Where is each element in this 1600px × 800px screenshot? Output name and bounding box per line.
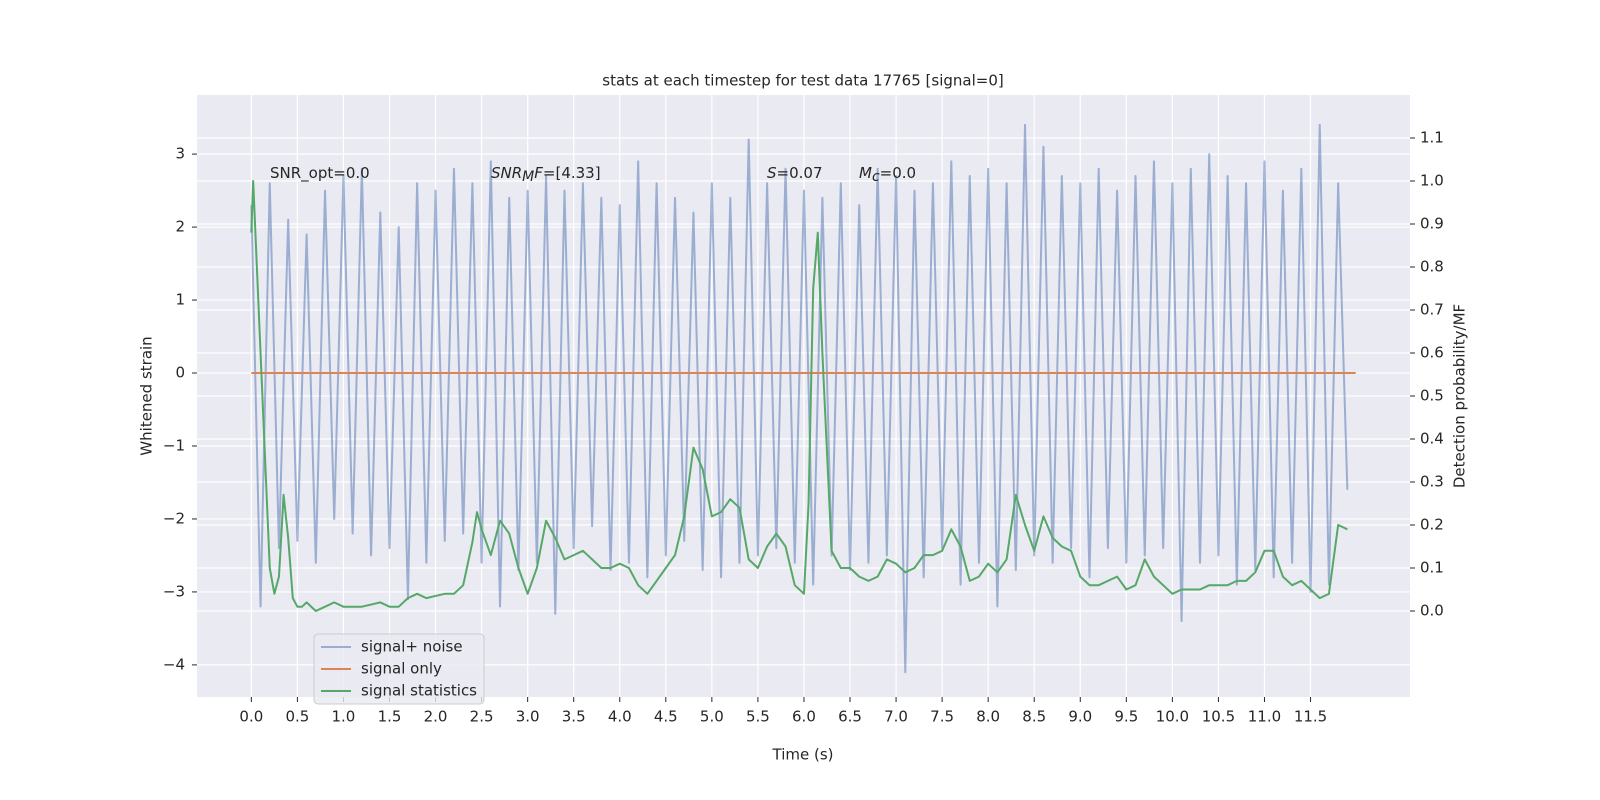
x-tick-label: 11.0 — [1248, 708, 1281, 726]
x-tick-label: 9.0 — [1068, 708, 1092, 726]
x-tick-label: 10.0 — [1156, 708, 1189, 726]
x-tick-label: 3.5 — [562, 708, 586, 726]
x-tick-label: 11.5 — [1294, 708, 1327, 726]
y2-tick-label: 1.1 — [1420, 129, 1444, 147]
y2-tick-label: 0.6 — [1420, 344, 1444, 362]
annotation-part: M — [859, 164, 872, 182]
x-axis-label: Time (s) — [772, 746, 834, 764]
x-tick-label: 8.5 — [1022, 708, 1046, 726]
y2-tick-label: 0.0 — [1420, 602, 1444, 620]
legend-label: signal statistics — [361, 682, 477, 700]
x-tick-label: 3.0 — [516, 708, 540, 726]
x-tick-label: 1.5 — [378, 708, 402, 726]
x-tick-label: 2.0 — [424, 708, 448, 726]
y-tick-label: −1 — [163, 436, 185, 454]
y-tick-label: −3 — [163, 582, 185, 600]
annotation-part: =0.07 — [777, 164, 823, 182]
y2-tick-label: 0.7 — [1420, 301, 1444, 319]
x-tick-label: 7.0 — [884, 708, 908, 726]
y-tick-label: 1 — [175, 291, 185, 309]
annotation-part: SNR_opt=0.0 — [270, 164, 370, 183]
annotation-part: =0.0 — [880, 164, 916, 182]
annotation-part: M — [522, 169, 534, 185]
legend-label: signal only — [361, 660, 442, 678]
annotation: SNRMF=[4.33] — [491, 164, 601, 186]
annotation-part: F — [534, 164, 543, 182]
y-tick-label: 0 — [175, 364, 185, 382]
x-tick-label: 2.5 — [470, 708, 494, 726]
y2-tick-label: 0.2 — [1420, 516, 1444, 534]
line-series — [250, 123, 1349, 674]
x-tick-label: 1.0 — [332, 708, 356, 726]
y-tick-label: −4 — [163, 655, 185, 673]
y-tick-label: 2 — [175, 218, 185, 236]
y2-tick-label: 1.0 — [1420, 172, 1444, 190]
annotation-part: S — [767, 164, 777, 182]
x-tick-label: 10.5 — [1202, 708, 1235, 726]
x-tick-label: 6.0 — [792, 708, 816, 726]
y2-tick-label: 0.4 — [1420, 430, 1444, 448]
legend-box — [313, 633, 485, 705]
x-tick-label: 4.0 — [608, 708, 632, 726]
x-tick-label: 5.0 — [700, 708, 724, 726]
x-tick-label: 5.5 — [746, 708, 770, 726]
x-tick-label: 7.5 — [930, 708, 954, 726]
y2-tick-label: 0.5 — [1420, 387, 1444, 405]
legend-label: signal+ noise — [361, 638, 463, 656]
line-series — [250, 180, 1348, 612]
y-tick-label: −2 — [163, 509, 185, 527]
chart-title: stats at each timestep for test data 177… — [602, 72, 1003, 90]
y2-tick-label: 0.9 — [1420, 215, 1444, 233]
y2-tick-label: 0.8 — [1420, 258, 1444, 276]
annotation-part: c — [872, 169, 880, 185]
annotation: S=0.07 — [767, 164, 823, 182]
y2-tick-label: 0.3 — [1420, 473, 1444, 491]
x-tick-label: 6.5 — [838, 708, 862, 726]
y-tick-label: 3 — [175, 145, 185, 163]
x-tick-label: 4.5 — [654, 708, 678, 726]
annotation: Mc=0.0 — [859, 164, 916, 186]
annotation-part: =[4.33] — [543, 164, 601, 182]
x-tick-label: 9.5 — [1114, 708, 1138, 726]
y2-axis-label: Detection probability/MF — [1451, 304, 1469, 488]
y-axis-label: Whitened strain — [138, 336, 156, 455]
x-tick-label: 0.0 — [239, 708, 263, 726]
annotation-part: SNR — [491, 164, 522, 182]
x-tick-label: 8.0 — [976, 708, 1000, 726]
annotation: SNR_opt=0.0 — [270, 164, 370, 183]
y2-tick-label: 0.1 — [1420, 559, 1444, 577]
x-tick-label: 0.5 — [285, 708, 309, 726]
